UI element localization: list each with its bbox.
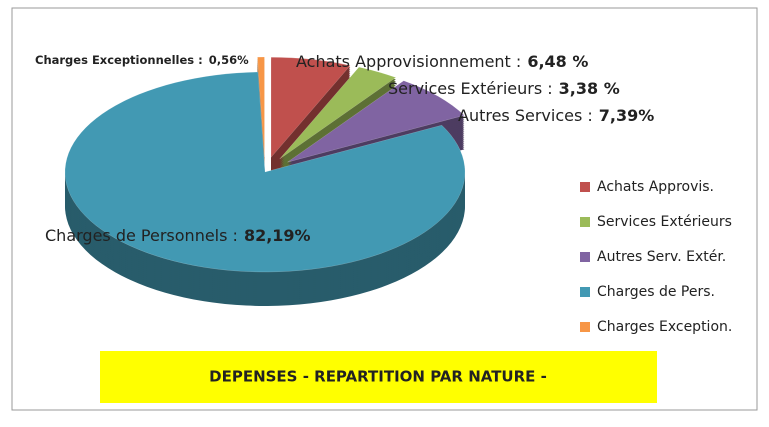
slice bbox=[257, 56, 265, 158]
data-label: Autres Services : 7,39% bbox=[458, 106, 654, 125]
data-label-value: 7,39% bbox=[599, 106, 655, 125]
data-label: Services Extérieurs : 3,38 % bbox=[388, 79, 620, 98]
slice bbox=[279, 66, 397, 160]
legend-swatch bbox=[580, 217, 590, 227]
data-label: Achats Approvisionnement : 6,48 % bbox=[296, 52, 588, 71]
legend-label: Autres Serv. Extér. bbox=[597, 249, 726, 265]
data-label-name: Charges de Personnels : bbox=[45, 226, 238, 245]
slice bbox=[64, 71, 466, 273]
data-label-name: Services Extérieurs : bbox=[388, 79, 553, 98]
legend-label: Services Extérieurs bbox=[597, 214, 732, 230]
data-label-value: 3,38 % bbox=[559, 79, 620, 98]
labels: Achats Approvisionnement : 6,48 % Services… bbox=[35, 52, 654, 245]
pie bbox=[64, 56, 466, 307]
legend-swatch bbox=[580, 252, 590, 262]
data-label: Charges Exceptionnelles : 0,56% bbox=[35, 53, 249, 67]
chart-title: DEPENSES - REPARTITION PAR NATURE - bbox=[209, 368, 547, 386]
data-label-name: Achats Approvisionnement : bbox=[296, 52, 521, 71]
legend-swatch bbox=[580, 287, 590, 297]
slice bbox=[270, 57, 351, 158]
data-label: Charges de Personnels : 82,19% bbox=[45, 226, 311, 245]
legend-swatch bbox=[580, 322, 590, 332]
title-box bbox=[100, 351, 657, 403]
slice bbox=[287, 80, 465, 163]
data-label-value: 6,48 % bbox=[527, 52, 588, 71]
legend-label: Charges de Pers. bbox=[597, 284, 715, 300]
legend-label: Achats Approvis. bbox=[597, 179, 714, 195]
data-label-value: 0,56% bbox=[209, 53, 249, 67]
data-label-name: Autres Services : bbox=[458, 106, 593, 125]
data-label-value: 82,19% bbox=[244, 226, 311, 245]
legend-swatch bbox=[580, 182, 590, 192]
data-label-name: Charges Exceptionnelles : bbox=[35, 53, 203, 67]
legend-label: Charges Exception. bbox=[597, 319, 732, 335]
